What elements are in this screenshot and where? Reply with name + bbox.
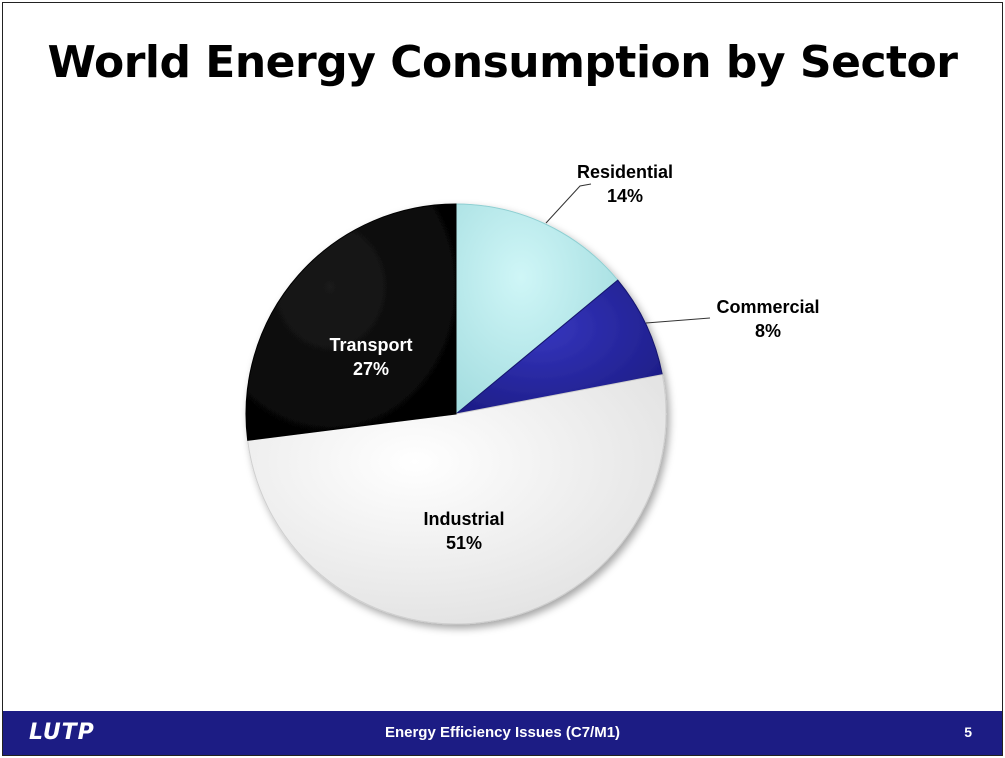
leader-line-commercial [645, 317, 711, 324]
slide-title: World Energy Consumption by Sector [47, 37, 958, 88]
pie-slice-commercial [455, 279, 663, 415]
pie-chart: Residential 14% Commercial 8% Industrial 51% T… [245, 162, 820, 625]
footer-logo: LUTP [29, 720, 95, 745]
slice-value-transport: 27% [353, 359, 389, 379]
slice-label-transport: Transport [329, 335, 412, 355]
slice-label-industrial: Industrial [423, 509, 504, 529]
slice-label-residential: Residential [577, 162, 673, 182]
leader-line-residential [545, 183, 592, 224]
footer-course-title: Energy Efficiency Issues (C7/M1) [384, 724, 621, 741]
footer-bar: LUTP Energy Efficiency Issues (C7/M1) 5 [3, 711, 1002, 755]
pie-slice-residential [455, 203, 619, 416]
slice-value-industrial: 51% [446, 533, 482, 553]
pie-slice-transport [245, 203, 457, 441]
pie-slice-industrial [247, 374, 667, 625]
slice-value-commercial: 8% [755, 321, 781, 341]
slice-value-residential: 14% [607, 186, 643, 206]
slice-label-commercial: Commercial [716, 297, 819, 317]
page-number: 5 [964, 724, 972, 740]
